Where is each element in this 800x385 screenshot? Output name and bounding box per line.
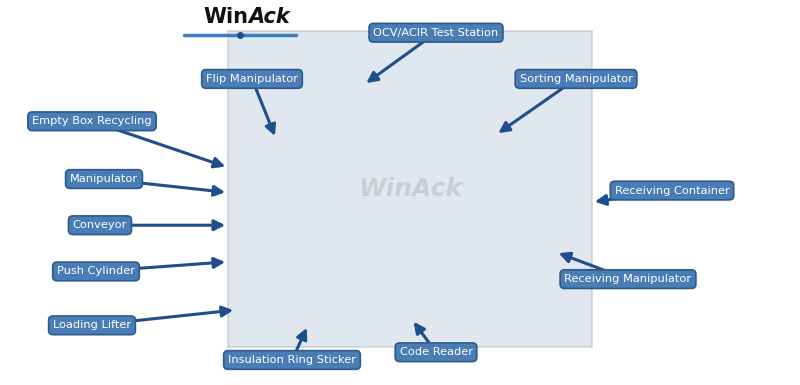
Text: Manipulator: Manipulator: [70, 174, 138, 184]
Text: Empty Box Recycling: Empty Box Recycling: [32, 116, 152, 126]
Text: Insulation Ring Sticker: Insulation Ring Sticker: [228, 355, 356, 365]
Text: Conveyor: Conveyor: [73, 220, 127, 230]
Text: Win: Win: [203, 7, 248, 27]
FancyBboxPatch shape: [228, 31, 592, 347]
Text: OCV/ACIR Test Station: OCV/ACIR Test Station: [374, 28, 498, 38]
Text: Receiving Manipulator: Receiving Manipulator: [565, 274, 691, 284]
Text: Sorting Manipulator: Sorting Manipulator: [519, 74, 633, 84]
Text: Ack: Ack: [248, 7, 290, 27]
Text: Code Reader: Code Reader: [399, 347, 473, 357]
Text: Flip Manipulator: Flip Manipulator: [206, 74, 298, 84]
Text: Receiving Container: Receiving Container: [614, 186, 730, 196]
Text: Push Cylinder: Push Cylinder: [57, 266, 135, 276]
Text: WinAck: WinAck: [358, 177, 462, 201]
Text: Loading Lifter: Loading Lifter: [53, 320, 131, 330]
